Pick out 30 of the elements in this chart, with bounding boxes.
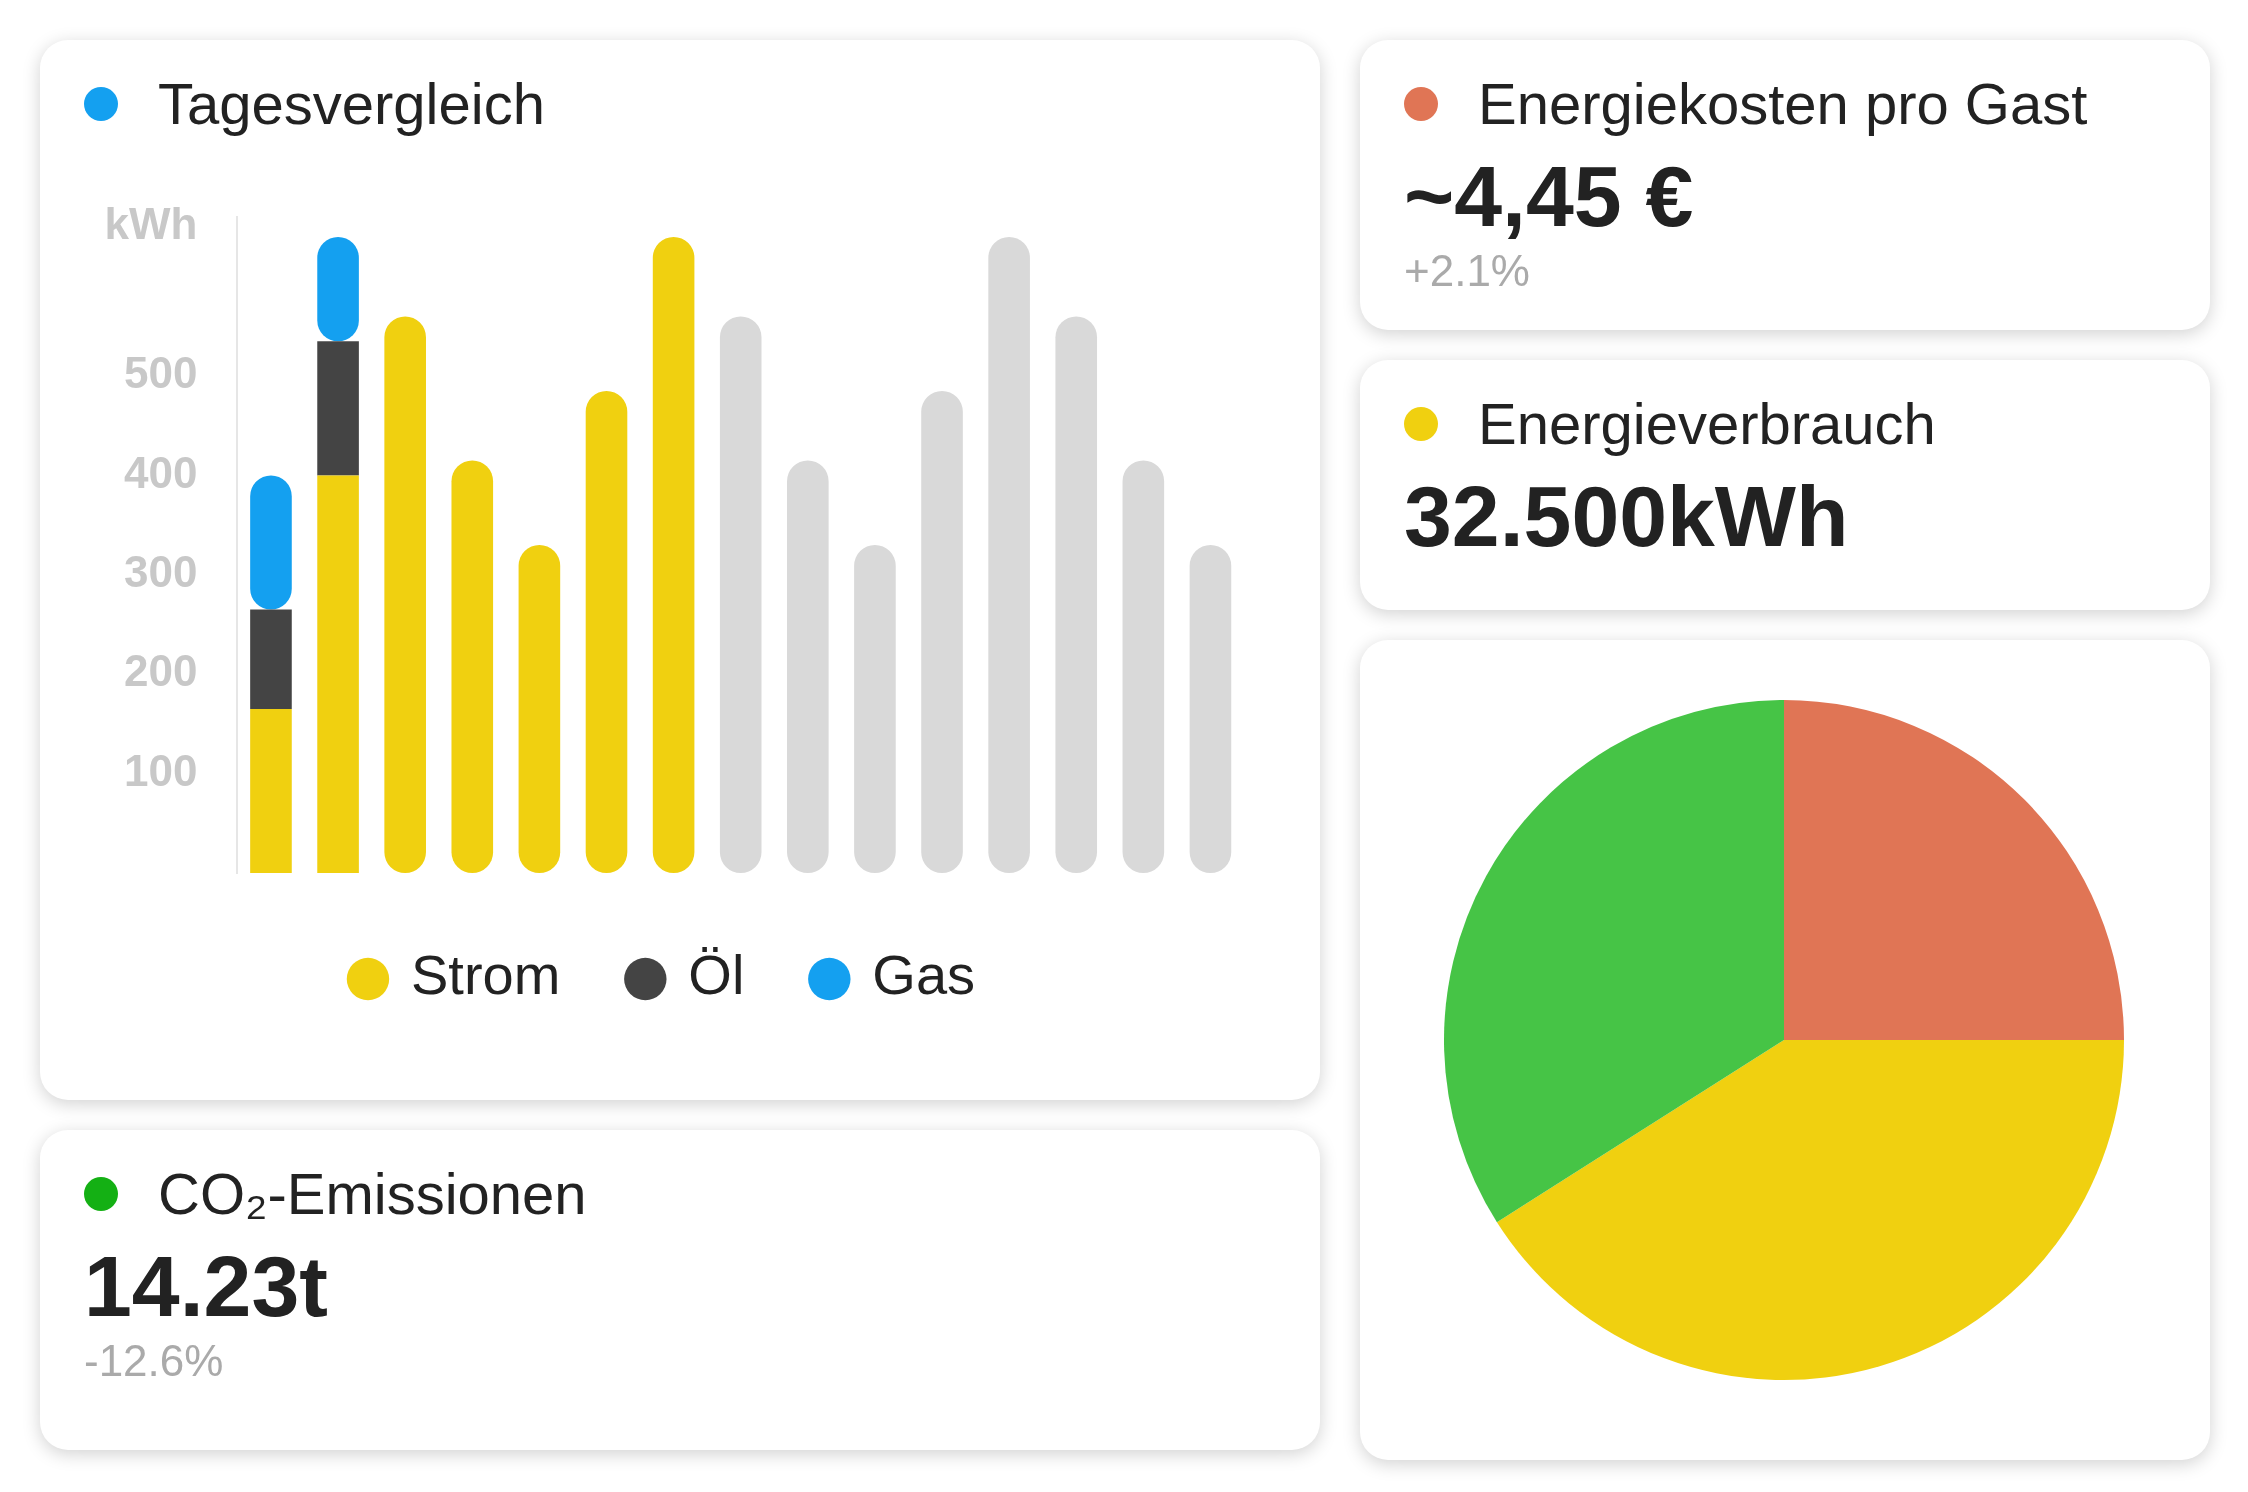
bar — [1189, 545, 1232, 873]
bar — [854, 545, 896, 873]
legend-label: Gas — [872, 943, 976, 1007]
bar — [1122, 460, 1165, 873]
text: +2.1% — [1404, 246, 1531, 296]
bar — [250, 609, 292, 709]
legend-label: Öl — [688, 943, 745, 1007]
text: CO₂-Emissionen — [158, 1160, 587, 1227]
text: -12.6% — [84, 1336, 225, 1386]
legend-label: Strom — [410, 943, 561, 1007]
bar — [384, 316, 426, 873]
bar — [921, 390, 963, 873]
bar — [451, 460, 494, 873]
bar — [250, 475, 292, 610]
text: Energieverbrauch — [1478, 390, 1936, 457]
bar — [719, 316, 762, 873]
text: 14.23t — [84, 1237, 329, 1336]
text: ~4,45 € — [1404, 147, 1695, 246]
bar — [317, 475, 359, 873]
bar — [250, 709, 292, 873]
bar — [1055, 316, 1098, 873]
bar — [585, 390, 628, 873]
text: Energiekosten pro Gast — [1478, 70, 2088, 137]
bar — [988, 236, 1030, 873]
chart-title: Tagesvergleich — [158, 70, 545, 137]
text: 32.500kWh — [1404, 467, 1850, 566]
bar — [787, 460, 829, 873]
bar — [518, 545, 561, 873]
bar — [317, 341, 359, 476]
bar — [652, 236, 695, 873]
